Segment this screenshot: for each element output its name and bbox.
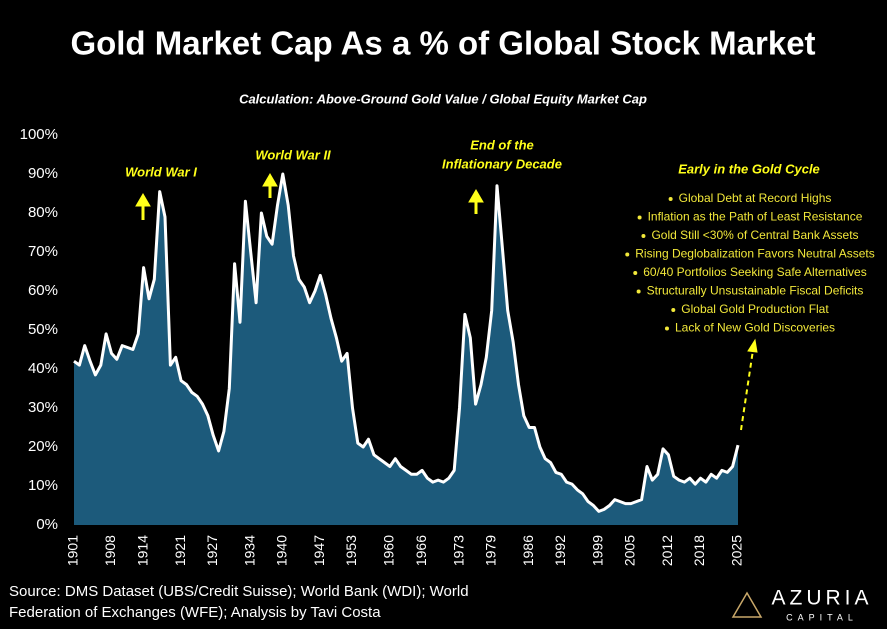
annotation: World War II (255, 147, 331, 162)
x-tick-label: 2005 (622, 535, 638, 566)
line (73, 172, 740, 513)
y-tick-label: 0% (36, 516, 58, 533)
x-tick-label: 1921 (172, 535, 188, 566)
bullet-text: Global Debt at Record Highs (679, 191, 832, 205)
annotation: Inflationary Decade (442, 156, 562, 171)
x-tick-label: 1934 (241, 535, 257, 566)
y-tick-label: 50% (28, 321, 58, 338)
x-tick-label: 1940 (274, 535, 290, 566)
bullet-text: Lack of New Gold Discoveries (675, 321, 835, 335)
x-tick-label: 1953 (343, 535, 359, 566)
x-tick-label: 1966 (413, 535, 429, 566)
arrow (740, 349, 754, 431)
chart-subtitle: Calculation: Above-Ground Gold Value / G… (239, 91, 647, 106)
annotation: End of the (470, 137, 534, 152)
panel-heading: Early in the Gold Cycle (678, 161, 820, 176)
x-tick-label: 2012 (659, 535, 675, 566)
bullet-dot (664, 326, 669, 331)
y-tick-label: 10% (28, 477, 58, 494)
y-tick-label: 70% (28, 243, 58, 260)
bullet-dot (625, 252, 630, 257)
bullet-text: Global Gold Production Flat (681, 302, 829, 316)
x-tick-label: 1979 (482, 535, 498, 566)
source: Federation of Exchanges (WFE); Analysis … (9, 604, 381, 621)
arrow-head (747, 338, 758, 353)
logo-icon (731, 591, 763, 618)
bullet-dot (668, 197, 673, 201)
arrow-head (135, 193, 151, 207)
x-tick-label: 1914 (134, 535, 150, 566)
bullet-text: 60/40 Portfolios Seeking Safe Alternativ… (643, 265, 866, 279)
arrows (135, 173, 758, 431)
x-tick-label: 2025 (729, 535, 745, 566)
x-tick-label: 1947 (311, 535, 327, 566)
y-tick-label: 90% (28, 165, 58, 182)
y-tick-label: 100% (20, 126, 58, 143)
y-tick-label: 30% (28, 399, 58, 416)
x-tick-label: 2018 (691, 535, 707, 566)
logo-tagline: CAPITAL (786, 612, 858, 622)
x-tick-label: 1992 (552, 535, 568, 566)
source: Source: DMS Dataset (UBS/Credit Suisse);… (9, 583, 469, 600)
y-tick-label: 80% (28, 204, 58, 221)
x-tick-label: 1960 (381, 535, 397, 566)
bullet-text: Rising Deglobalization Favors Neutral As… (635, 247, 874, 261)
x-tick-label: 1901 (65, 535, 81, 566)
annotation: World War I (125, 164, 197, 179)
bullet-dot (671, 308, 676, 312)
logo-name: AZURIA (771, 587, 872, 610)
bullet-dot (636, 289, 641, 294)
bullet-text: Gold Still <30% of Central Bank Assets (651, 228, 858, 242)
arrow-head (262, 173, 278, 187)
plot (73, 172, 740, 525)
y-tick-label: 40% (28, 360, 58, 377)
bullet-dot (641, 234, 646, 238)
area (74, 174, 738, 525)
x-tick-label: 1986 (520, 535, 536, 566)
bullet-dot (637, 215, 642, 220)
x-tick-label: 1927 (204, 535, 220, 566)
bullet-dot (633, 271, 638, 275)
bullet-text: Inflation as the Path of Least Resistanc… (648, 210, 863, 224)
y-tick-label: 20% (28, 438, 58, 455)
arrow-head (468, 189, 484, 203)
bullet-text: Structurally Unsustainable Fiscal Defici… (647, 284, 864, 298)
x-tick-label: 1908 (102, 535, 118, 566)
chart-title: Gold Market Cap As a % of Global Stock M… (70, 25, 815, 62)
y-tick-label: 60% (28, 282, 58, 299)
x-tick-label: 1973 (450, 535, 466, 566)
x-tick-label: 1999 (589, 535, 605, 566)
